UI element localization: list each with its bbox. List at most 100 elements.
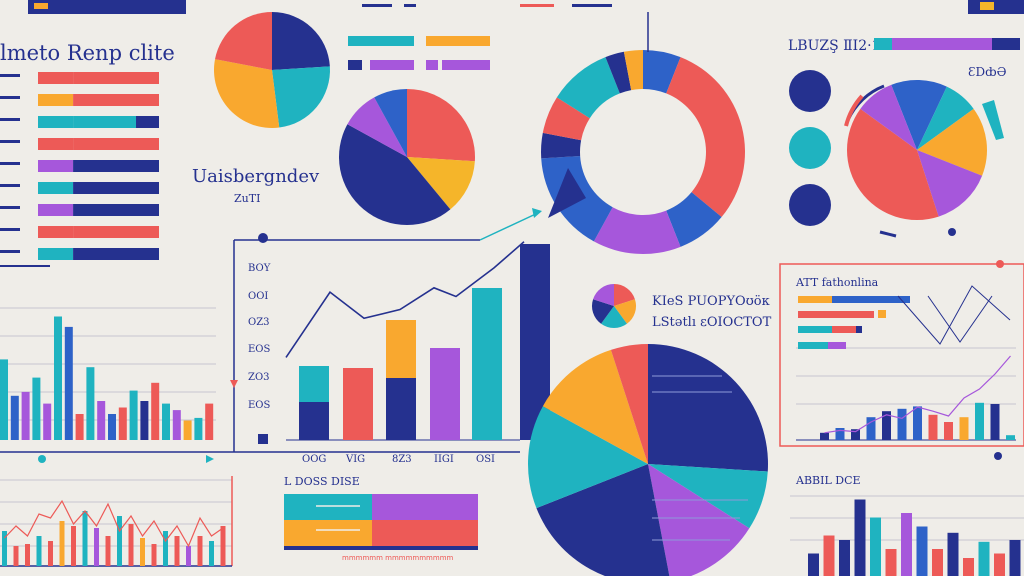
center-bar-1-seg-0: [343, 368, 373, 440]
right-circle-teal: [789, 127, 831, 169]
hbar-row-2-seg-0: [38, 116, 74, 128]
bars-lower-left-bar-19: [205, 403, 214, 440]
bars-bottom-left-bar-2: [25, 544, 30, 566]
hbars-left-chart: [0, 72, 159, 260]
bars-right-box-bar-9: [959, 417, 969, 440]
y-tick-2: OZ3: [248, 317, 270, 328]
bars-bottom-left-bar-16: [186, 546, 191, 566]
pie-top-left-slice-2: [213, 59, 280, 129]
pie-large-chart: [527, 344, 768, 576]
hbar-row-7-seg-1: [73, 226, 159, 238]
top-center-ticks: [362, 4, 612, 7]
donut-top-slice-3: [593, 207, 681, 254]
hbar-row-6-tick: [0, 206, 20, 209]
y-tick-5: EOS: [248, 400, 270, 411]
hbar-row-3-tick: [0, 140, 20, 143]
bars-bottom-right-bar-5: [885, 549, 897, 576]
bars-bottom-left-bar-6: [71, 526, 76, 566]
pie-right-slice-0: [891, 80, 947, 150]
bars-right-box-bar-0: [820, 432, 829, 440]
pie-right-chart: [847, 80, 987, 220]
bars-lower-left-bar-10: [108, 414, 116, 440]
y-tick-0: BOY: [248, 263, 271, 274]
bars-bottom-left-bar-7: [82, 511, 88, 566]
bars-right-box-bar-7: [928, 414, 938, 440]
bars-right-box-line: [824, 355, 1011, 434]
center-line-path: [285, 241, 525, 358]
pie-mini-slice-2: [601, 306, 627, 328]
bars-bottom-left-bar-19: [220, 526, 226, 566]
bars-right-box-bar-2: [851, 429, 860, 440]
pie-right-slice-5: [860, 84, 917, 150]
center-bar-3-seg-0: [430, 348, 460, 440]
bars-bottom-left-bar-8: [94, 528, 99, 566]
bars-bottom-right-bar-3: [854, 499, 866, 576]
bars-bottom-left-chart: [2, 499, 226, 566]
pie-mini-slice-3: [592, 299, 614, 324]
center-bar-4-seg-0: [472, 288, 502, 440]
bars-bottom-left-bar-5: [59, 521, 65, 566]
bars-lower-left-bar-13: [140, 401, 149, 440]
bars-bottom-left-bar-13: [151, 544, 157, 566]
pie-center-slice-4: [374, 89, 407, 157]
pie-large-slice-3: [536, 464, 670, 576]
donut-top-slice-5: [541, 132, 582, 159]
pie-top-left-slice-1: [272, 66, 331, 128]
bars-lower-left-bar-15: [162, 403, 170, 440]
bars-bottom-left-line: [4, 499, 224, 548]
bars-bottom-right-bar-7: [916, 526, 928, 576]
donut-top-slice-2: [666, 192, 722, 247]
bars-lower-left-bar-6: [64, 326, 73, 440]
hbar-row-0-tick: [0, 74, 20, 77]
top-right-bar-navy: [992, 38, 1020, 50]
donut-top-slice-1: [666, 57, 745, 218]
hbar-row-4-tick: [0, 162, 20, 165]
hbar-row-1-seg-1: [73, 94, 159, 106]
hbar-row-8-seg-0: [38, 248, 74, 260]
top-right-banner-accent: [980, 2, 994, 10]
pie-large-slice-6: [610, 344, 648, 464]
bottom-right-title: ABBIL DCE: [795, 474, 861, 487]
donut-top-slice-7: [556, 57, 620, 119]
right-circle-navy-2: [789, 184, 831, 226]
pie-right-slice-1: [917, 86, 974, 150]
hbar-row-4-seg-1: [73, 160, 159, 172]
bars-lower-left-bar-2: [21, 391, 30, 440]
donut-top-slice-6: [542, 97, 590, 141]
pie-large-slice-0: [648, 344, 768, 472]
hbar-row-0-seg-1: [73, 72, 159, 84]
center-subtitle: ZuTI: [234, 192, 260, 205]
mini-pie-text-2: LStətlı εOIOCTOT: [652, 315, 772, 330]
pie-mini-chart: [592, 284, 636, 328]
pie-right-slice-3: [917, 150, 983, 217]
center-bar-2-seg-0: [386, 378, 416, 440]
pie-right-arc-red: [844, 94, 864, 127]
center-chart-frame: [0, 208, 542, 453]
bottom-left-frame: [0, 476, 233, 567]
center-bars-chart: [299, 244, 550, 440]
pie-top-left-slice-0: [272, 12, 330, 70]
right-box-title: ATT fathonlina: [795, 276, 879, 289]
bars-right-box-chart: [820, 355, 1015, 440]
bars-lower-left-bar-18: [194, 417, 203, 440]
center-line-chart: [285, 241, 525, 358]
bars-bottom-left-bar-18: [209, 541, 214, 566]
bars-right-box-bar-3: [866, 417, 876, 440]
donut-top-slice-8: [605, 51, 632, 94]
hbar-row-0-seg-0: [38, 72, 74, 84]
bars-lower-left-bar-11: [118, 407, 127, 440]
hbar-row-3-seg-1: [73, 138, 159, 150]
bars-bottom-right-bar-1: [823, 535, 835, 576]
bars-lower-left-bar-12: [129, 390, 138, 440]
bars-lower-left-bar-7: [75, 414, 84, 440]
main-title: lmeto Renp clite: [0, 41, 175, 65]
bars-bottom-right-bar-2: [839, 540, 850, 576]
pie-right-dot: [948, 228, 956, 236]
pie-large-slice-1: [648, 464, 768, 529]
bars-bottom-right-bar-11: [978, 541, 990, 576]
bars-bottom-right-bar-0: [808, 553, 819, 576]
x-tick-4: OSI: [476, 454, 495, 465]
pie-right-arc-teal: [982, 100, 1004, 140]
top-right-small-text: ƐDȸƏ: [968, 65, 1007, 79]
pie-large-slice-4: [527, 406, 648, 509]
